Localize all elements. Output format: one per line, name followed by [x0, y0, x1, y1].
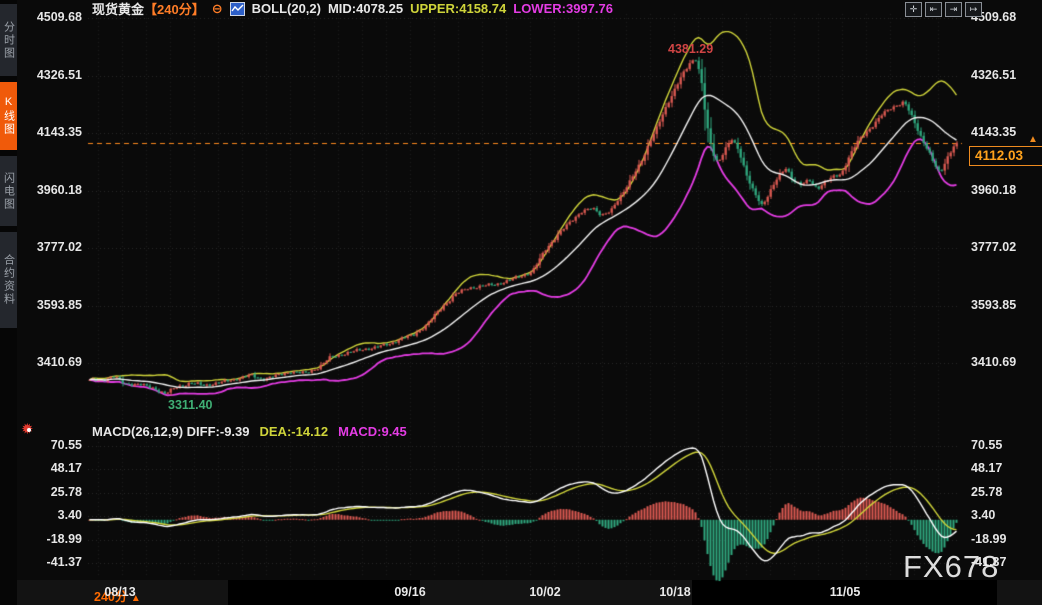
fx678-watermark: FX678: [903, 549, 1000, 584]
macd-axis-label-left: 3.40: [57, 508, 82, 523]
collapse-indicator-icon[interactable]: ⊖: [211, 0, 223, 16]
sidebar-tab-kline[interactable]: K线图: [0, 82, 17, 150]
macd-axis-label-left: 70.55: [50, 438, 82, 452]
macd-axis-label-left: -41.37: [46, 555, 82, 569]
y-axis-label-left: 3410.69: [36, 355, 82, 369]
y-axis-label-right: 3777.02: [971, 240, 1017, 254]
sidebar: 分时图 K线图 闪电图 合约资料: [0, 0, 17, 605]
macd-header: MACD(26,12,9) DIFF:-9.39 DEA:-14.12 MACD…: [92, 424, 407, 439]
period-selector[interactable]: 240分 ▲: [94, 590, 141, 604]
macd-axis-label-right: 48.17: [971, 461, 1003, 476]
y-axis-label-left: 3777.02: [36, 240, 82, 254]
y-axis-label-left: 4326.51: [36, 67, 82, 82]
macd-macd-value: MACD:9.45: [338, 424, 407, 439]
scale-axis-play-icon[interactable]: ⇥: [945, 2, 962, 17]
chart-header: 现货黄金 【240分】 ⊖ BOLL(20,2) MID:4078.25 UPPE…: [92, 0, 613, 18]
macd-axis-label-left: -18.99: [46, 531, 82, 546]
boll-mid-value: MID:4078.25: [327, 1, 404, 16]
go-latest-icon[interactable]: ↦: [965, 2, 982, 17]
y-axis-label-left: 4509.68: [36, 10, 82, 24]
y-axis-label-right: 3410.69: [971, 355, 1017, 369]
sidebar-tab-contract-info[interactable]: 合约资料: [0, 232, 17, 328]
x-axis-label: 08/13: [104, 585, 136, 599]
alert-icon[interactable]: ✹: [21, 422, 37, 438]
x-axis-label: 10/02: [529, 585, 561, 599]
macd-axis-label-left: 48.17: [50, 461, 82, 476]
scale-axis-up-icon[interactable]: ⇤: [925, 2, 942, 17]
low-price-annotation: 3311.40: [168, 398, 213, 413]
high-price-annotation: 4381.29: [668, 42, 714, 57]
y-axis-label-right: 3960.18: [971, 182, 1017, 197]
macd-formula-label: MACD(26,12,9): [92, 424, 184, 439]
macd-axis-label-left: 25.78: [50, 484, 82, 499]
x-axis-label: 10/18: [659, 585, 691, 599]
macd-axis-label-right: 3.40: [971, 508, 996, 523]
macd-axis-label-right: -41.37: [971, 555, 1007, 569]
y-axis-label-right: 4326.51: [971, 67, 1017, 82]
kline-mini-icon: [229, 1, 245, 16]
crosshair-icon[interactable]: ✛: [905, 2, 922, 17]
instrument-title: 现货黄金: [92, 2, 145, 17]
price-up-arrow-icon: ▲: [1028, 134, 1038, 145]
boll-lower-value: LOWER:3997.76: [513, 1, 613, 16]
macd-axis-label-right: 25.78: [971, 484, 1003, 499]
sidebar-tab-flash[interactable]: 闪电图: [0, 156, 17, 226]
y-axis-label-right: 4143.35: [971, 125, 1017, 139]
y-axis-label-right: 4509.68: [971, 10, 1017, 24]
current-price-tag: 4112.03: [969, 145, 1042, 166]
x-axis-label: 11/05: [829, 585, 861, 599]
macd-diff-value: DIFF:-9.39: [186, 424, 250, 439]
boll-upper-value: UPPER:4158.74: [410, 1, 507, 16]
sidebar-tab-timeline[interactable]: 分时图: [0, 4, 17, 76]
macd-axis-label-right: -18.99: [971, 531, 1007, 546]
y-axis-label-left: 4143.35: [36, 125, 82, 139]
period-badge: 【240分】: [144, 2, 205, 17]
macd-dea-value: DEA:-14.12: [259, 424, 329, 439]
x-axis-label: 09/16: [394, 585, 426, 599]
y-axis-label-right: 3593.85: [971, 297, 1017, 312]
chart-toolbar: ✛ ⇤ ⇥ ↦: [905, 2, 982, 17]
boll-formula-label: BOLL(20,2): [251, 1, 321, 16]
y-axis-label-left: 3593.85: [36, 297, 82, 312]
y-axis-label-left: 3960.18: [36, 182, 82, 197]
period-arrow-icon: ▲: [130, 593, 141, 604]
macd-axis-label-right: 70.55: [971, 438, 1003, 452]
